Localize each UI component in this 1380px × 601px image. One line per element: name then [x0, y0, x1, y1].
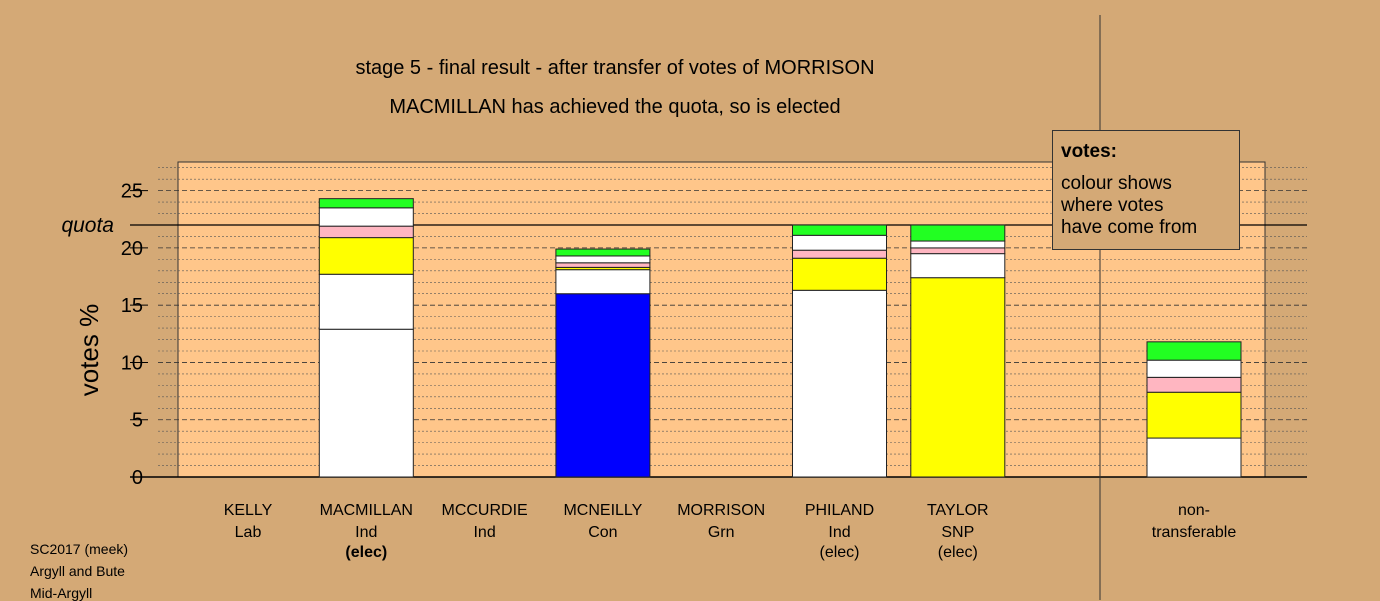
footer-ward: Mid-Argyll	[30, 585, 93, 601]
x-label-party: Ind	[473, 524, 495, 541]
footer-source: SC2017 (meek)	[30, 541, 129, 557]
x-label-nontransferable: transferable	[1152, 524, 1237, 541]
bar-segment-taylor	[910, 253, 1006, 279]
legend-title: votes:	[1061, 141, 1117, 162]
y-tick-label: 5	[132, 410, 143, 432]
x-label-name: MORRISON	[677, 502, 765, 519]
x-label-party: Lab	[235, 524, 262, 541]
bar-segment-taylor	[910, 224, 1006, 242]
bar-segment-mcneilly	[555, 262, 651, 268]
quota-label: quota	[61, 214, 114, 237]
legend-line-1: colour shows	[1061, 173, 1172, 194]
x-label-name: KELLY	[224, 502, 273, 519]
legend-line-3: have come from	[1061, 217, 1198, 238]
chart-title: stage 5 - final result - after transfer …	[355, 57, 875, 79]
bar-segment-philand	[792, 224, 887, 236]
bar-segment-philand	[792, 249, 887, 259]
bar-segment-mcneilly	[555, 255, 651, 264]
y-tick-label: 0	[132, 467, 143, 489]
bar-segment-macmillan	[318, 207, 414, 227]
bar-segment-philand	[792, 289, 887, 478]
bar-segment-philand	[792, 257, 887, 291]
chart-subtitle: MACMILLAN has achieved the quota, so is …	[389, 96, 841, 118]
x-label-name: MACMILLAN	[320, 502, 413, 519]
y-tick-label: 25	[121, 181, 143, 203]
bar-segment-nontransferable	[1146, 391, 1242, 439]
bar-segment-macmillan	[318, 328, 414, 478]
bar-segment-taylor	[910, 277, 1006, 478]
bar-segment-nontransferable	[1146, 376, 1242, 393]
bar-segment-mcneilly	[555, 269, 651, 295]
bar-segment-nontransferable	[1146, 341, 1242, 361]
x-label-party: Ind	[355, 524, 377, 541]
legend: votes: colour shows where votes have com…	[1052, 130, 1240, 250]
x-label-name: PHILAND	[805, 502, 874, 519]
x-label-party: Ind	[828, 524, 850, 541]
footer-council: Argyll and Bute	[30, 563, 125, 579]
x-label-name: MCCURDIE	[441, 502, 527, 519]
x-label-party: SNP	[941, 524, 974, 541]
y-tick-label: 15	[121, 295, 143, 317]
bar-segment-philand	[792, 234, 887, 251]
bar-segment-macmillan	[318, 198, 414, 209]
y-tick-label: 10	[121, 352, 143, 374]
x-label-party: Con	[588, 524, 617, 541]
bar-segment-taylor	[910, 247, 1006, 255]
x-label-name: MCNEILLY	[563, 502, 642, 519]
bar-segment-mcneilly	[555, 293, 651, 478]
bar-segment-macmillan	[318, 225, 414, 239]
y-axis-label: votes %	[74, 304, 104, 397]
bar-segment-macmillan	[318, 237, 414, 275]
legend-line-2: where votes	[1061, 195, 1164, 216]
x-label-status: (elec)	[819, 544, 859, 561]
x-label-status: (elec)	[345, 544, 387, 561]
bar-segment-mcneilly	[555, 248, 651, 257]
bar-segment-taylor	[910, 240, 1006, 249]
bar-segment-nontransferable	[1146, 359, 1242, 378]
bar-segment-nontransferable	[1146, 437, 1242, 478]
x-label-status: (elec)	[938, 544, 978, 561]
x-label-name: TAYLOR	[927, 502, 989, 519]
x-label-nontransferable: non-	[1178, 502, 1210, 519]
y-tick-label: 20	[121, 238, 143, 260]
bar-segment-macmillan	[318, 273, 414, 330]
x-label-party: Grn	[708, 524, 735, 541]
